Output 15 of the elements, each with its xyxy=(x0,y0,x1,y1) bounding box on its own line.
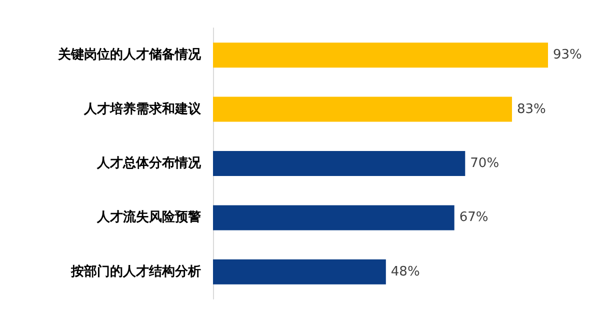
bar xyxy=(213,42,548,68)
y-tick-label: 按部门的人才结构分析 xyxy=(70,263,201,280)
bar xyxy=(213,96,512,122)
y-tick-label: 人才培养需求和建议 xyxy=(83,100,202,117)
data-label: 83% xyxy=(516,102,546,117)
data-label: 48% xyxy=(390,264,420,280)
bar xyxy=(213,151,466,176)
y-tick-label: 关键岗位的人才储备情况 xyxy=(57,46,202,63)
bar xyxy=(213,259,386,284)
data-label: 70% xyxy=(470,156,500,171)
y-tick-label: 人才流失风险预警 xyxy=(96,209,201,226)
bar xyxy=(213,205,454,230)
y-tick-label: 人才总体分布情况 xyxy=(96,155,202,171)
data-label: 93% xyxy=(553,48,582,63)
data-label: 67% xyxy=(459,210,488,226)
